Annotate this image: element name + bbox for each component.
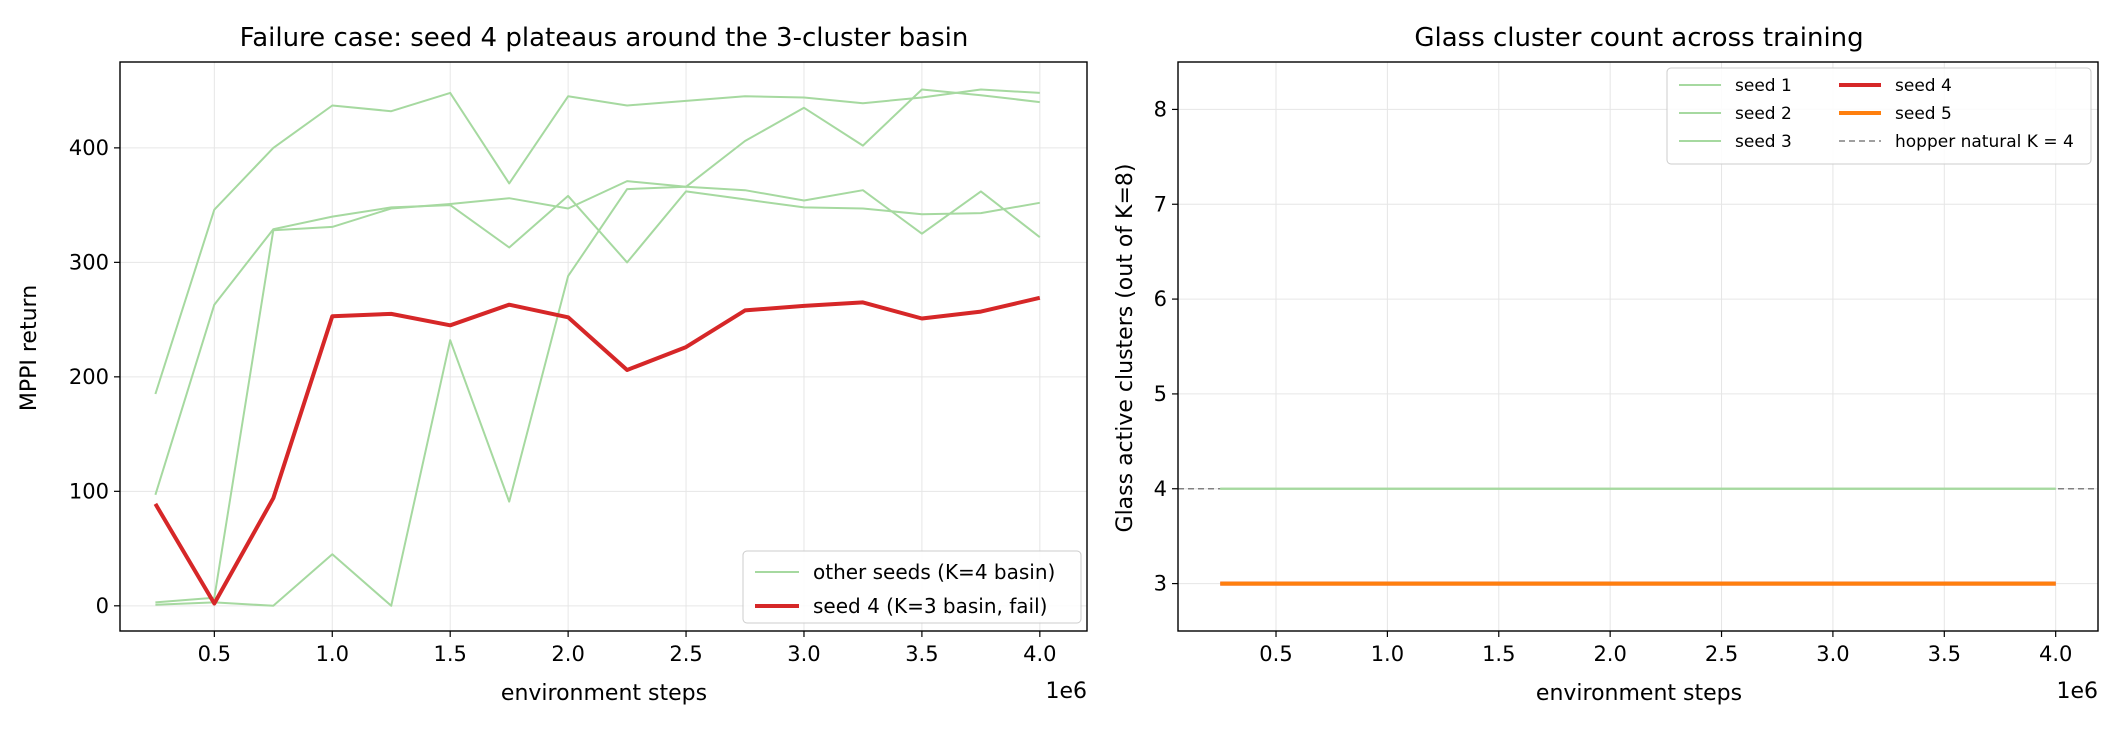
y-tick-label: 6	[1154, 287, 1167, 311]
x-tick-label: 3.0	[1816, 642, 1849, 666]
legend: other seeds (K=4 basin) seed 4 (K=3 basin…	[742, 550, 1082, 624]
x-tick-label: 2.5	[1705, 642, 1738, 666]
series-line-other-seed-3	[155, 88, 1040, 604]
x-tick-label: 3.0	[787, 642, 820, 666]
x-tick-label: 3.5	[1928, 642, 1961, 666]
left-chart-panel: Failure case: seed 4 plateaus around the…	[17, 23, 1088, 706]
legend-label: seed 2	[1735, 104, 1792, 124]
left-chart-x-offset: 1e6	[1045, 679, 1087, 704]
y-tick-label: 8	[1154, 97, 1167, 121]
y-tick-label: 3	[1154, 572, 1167, 596]
y-tick-label: 4	[1154, 477, 1167, 501]
x-tick-label: 4.0	[1023, 642, 1056, 666]
right-chart-panel: Glass cluster count across training Glas…	[1113, 23, 2099, 706]
plot-frame	[119, 61, 1088, 632]
legend-label: seed 4	[1895, 76, 1952, 96]
right-chart-xlabel: environment steps	[1536, 681, 1742, 706]
right-chart-title: Glass cluster count across training	[1414, 23, 1863, 53]
legend-label: hopper natural K = 4	[1895, 132, 2074, 152]
x-tick-label: 1.5	[1482, 642, 1515, 666]
x-tick-label: 3.5	[905, 642, 938, 666]
left-chart-title: Failure case: seed 4 plateaus around the…	[240, 23, 969, 53]
y-tick-label: 200	[69, 365, 109, 389]
legend-label: seed 5	[1895, 104, 1952, 124]
x-tick-label: 0.5	[1259, 642, 1292, 666]
series-line-other-seed-1	[154, 88, 1040, 395]
left-chart-ylabel: MPPI return	[17, 285, 42, 411]
y-tick-label: 7	[1154, 192, 1167, 216]
left-chart-xlabel: environment steps	[501, 681, 707, 706]
legend-box	[1666, 67, 2092, 165]
x-tick-label: 1.0	[1371, 642, 1404, 666]
legend-label: other seeds (K=4 basin)	[813, 560, 1055, 584]
y-tick-label: 100	[69, 479, 109, 503]
y-tick-label: 5	[1154, 382, 1167, 406]
x-tick-label: 1.5	[433, 642, 466, 666]
plot-frame	[1177, 61, 2099, 632]
x-tick-label: 2.0	[1593, 642, 1626, 666]
legend-box	[742, 550, 1082, 624]
legend-label: seed 1	[1735, 76, 1792, 96]
x-tick-label: 2.0	[551, 642, 584, 666]
legend-label: seed 4 (K=3 basin, fail)	[813, 594, 1047, 618]
y-tick-label: 400	[69, 136, 109, 160]
legend: seed 1 seed 2 seed 3 seed 4 seed 5 hopper nat…	[1666, 67, 2092, 165]
x-tick-label: 2.5	[669, 642, 702, 666]
x-tick-label: 0.5	[198, 642, 231, 666]
right-chart-x-offset: 1e6	[2056, 679, 2098, 704]
legend-label: seed 3	[1735, 132, 1792, 152]
x-tick-label: 4.0	[2039, 642, 2072, 666]
x-tick-label: 1.0	[316, 642, 349, 666]
y-tick-label: 300	[69, 250, 109, 274]
right-chart-ylabel: Glass active clusters (out of K=8)	[1113, 164, 1138, 533]
series-line-other-seed-4	[155, 185, 1041, 607]
series-line-seed-4	[153, 295, 1041, 606]
y-tick-label: 0	[96, 594, 109, 618]
